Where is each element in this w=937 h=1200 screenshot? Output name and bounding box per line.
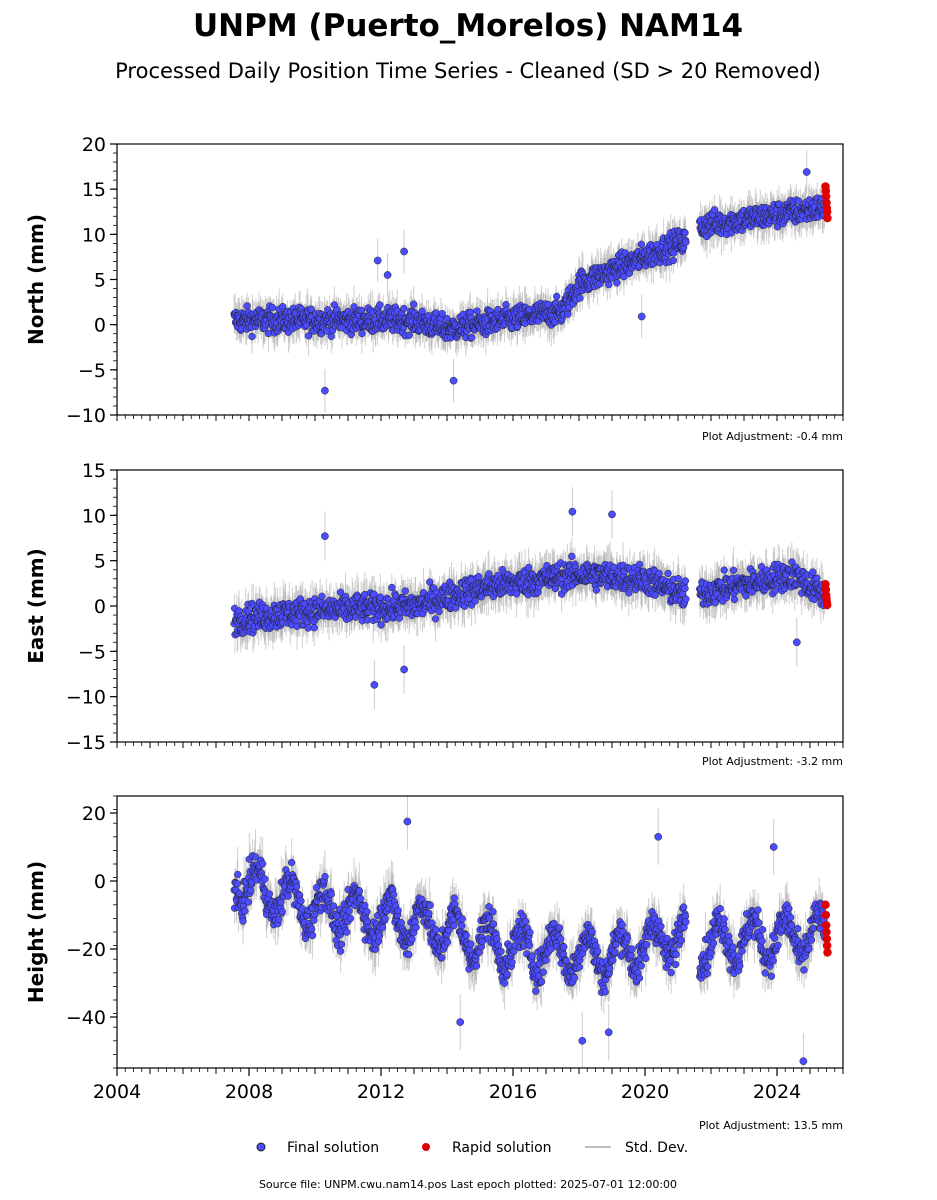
final-point <box>551 584 560 593</box>
final-point <box>405 331 413 339</box>
final-point <box>248 332 256 341</box>
final-point <box>358 329 366 338</box>
final-point <box>553 292 561 301</box>
final-point <box>473 307 481 315</box>
final-point <box>410 300 418 308</box>
y-tick-label: 5 <box>94 270 106 292</box>
final-point <box>307 305 315 313</box>
y-tick-label: 20 <box>82 134 106 156</box>
final-point <box>568 552 576 561</box>
panels: −10 −5 0 5 10 15 20 North (mm) Plot Adjustment: … <box>24 134 844 1132</box>
final-point <box>592 586 600 594</box>
final-points-0 <box>230 168 829 395</box>
final-point <box>551 318 559 326</box>
final-point <box>336 588 345 596</box>
final-point <box>669 256 678 265</box>
final-point <box>576 294 584 302</box>
final-point <box>613 279 621 287</box>
final-point <box>512 590 521 598</box>
y-axis-label-0: North (mm) <box>24 214 48 345</box>
final-point <box>418 307 426 316</box>
rapid-points-0 <box>821 182 832 223</box>
plot-adjustment-0: Plot Adjustment: -0.4 mm <box>702 430 843 443</box>
plot-area-0 <box>230 150 832 413</box>
final-point <box>431 615 440 623</box>
final-point <box>376 593 384 601</box>
final-point <box>467 333 476 342</box>
final-point <box>376 301 384 309</box>
final-point <box>243 302 251 310</box>
y-tick-label: 0 <box>94 315 106 337</box>
panel-0: −10 −5 0 5 10 15 20 North (mm) Plot Adjustment: … <box>24 134 844 443</box>
final-point <box>388 583 396 592</box>
final-point <box>443 315 451 323</box>
final-point <box>383 271 392 279</box>
final-point <box>438 310 446 318</box>
y-tick-label: −5 <box>78 360 106 382</box>
final-point <box>327 332 335 340</box>
final-point <box>475 572 483 581</box>
final-point <box>625 589 633 597</box>
final-point <box>605 280 613 289</box>
final-point <box>370 590 378 598</box>
final-point <box>682 238 690 246</box>
final-points-1 <box>230 507 829 689</box>
final-point <box>449 376 458 385</box>
final-point <box>524 563 533 572</box>
final-point <box>310 624 318 632</box>
final-point <box>620 273 628 281</box>
final-point <box>268 303 277 312</box>
final-point <box>400 247 408 256</box>
final-point <box>564 310 572 318</box>
chart-subtitle: Processed Daily Position Time Series - C… <box>115 59 821 83</box>
std-dev-bars-0 <box>233 150 825 413</box>
final-point <box>318 592 326 600</box>
final-point <box>637 312 646 321</box>
final-point <box>373 256 382 265</box>
y-tick-label: 10 <box>82 224 106 246</box>
y-tick-label: 15 <box>82 179 106 201</box>
rapid-point <box>823 213 832 223</box>
final-point <box>710 206 719 214</box>
x-axis-0 <box>116 415 844 421</box>
final-point <box>432 309 440 317</box>
final-point <box>471 597 479 605</box>
final-point <box>377 621 385 629</box>
final-point <box>321 386 329 395</box>
y-tick-label: −10 <box>66 405 106 427</box>
final-point <box>485 570 493 578</box>
final-point <box>802 168 811 176</box>
final-point <box>681 229 689 237</box>
y-axis-0: −10 −5 0 5 10 15 20 <box>66 134 117 427</box>
final-point <box>400 304 408 313</box>
final-point <box>775 200 783 208</box>
final-point <box>304 332 313 340</box>
final-point <box>401 587 409 595</box>
axes-frame-0 <box>116 143 844 416</box>
final-point <box>637 240 645 248</box>
final-point <box>451 604 460 612</box>
final-point <box>426 578 434 586</box>
final-point <box>304 624 312 632</box>
final-point <box>794 197 803 205</box>
chart-title: UNPM (Puerto_Morelos) NAM14 <box>193 8 743 44</box>
plot-area-1 <box>230 487 832 710</box>
final-point <box>279 302 287 311</box>
